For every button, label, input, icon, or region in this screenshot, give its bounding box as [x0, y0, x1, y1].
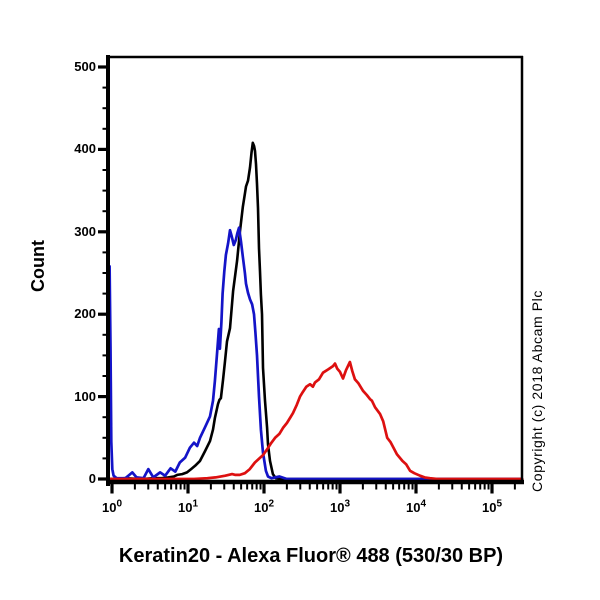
y-tick-label-0: 0 [88, 471, 96, 486]
curve-red [108, 360, 524, 481]
y-tick-label-300: 300 [74, 223, 96, 239]
copyright-text: Copyright (c) 2018 Abcam Plc [529, 290, 545, 492]
histogram-curves [108, 141, 524, 481]
curve-blue [108, 226, 524, 481]
y-tick-label-100: 100 [74, 388, 96, 404]
chart-title: Keratin20 - Alexa Fluor® 488 (530/30 BP) [118, 545, 504, 567]
x-axis-ticks [110, 484, 516, 494]
x-tick-label-10e2: 102 [253, 498, 275, 515]
y-axis-title: Count [28, 240, 48, 292]
y-tick-label-200: 200 [74, 306, 96, 322]
curve-black [108, 141, 524, 481]
x-tick-label-10e4: 104 [405, 498, 427, 515]
y-tick-label-500: 500 [74, 59, 96, 74]
x-tick-label-10e5: 105 [481, 498, 503, 515]
plot-border [106, 55, 524, 486]
x-tick-label-10e1: 101 [177, 498, 199, 515]
y-tick-label-400: 400 [74, 141, 96, 157]
x-tick-label-10e3: 103 [329, 498, 351, 515]
x-tick-label-10e0: 100 [101, 498, 123, 515]
